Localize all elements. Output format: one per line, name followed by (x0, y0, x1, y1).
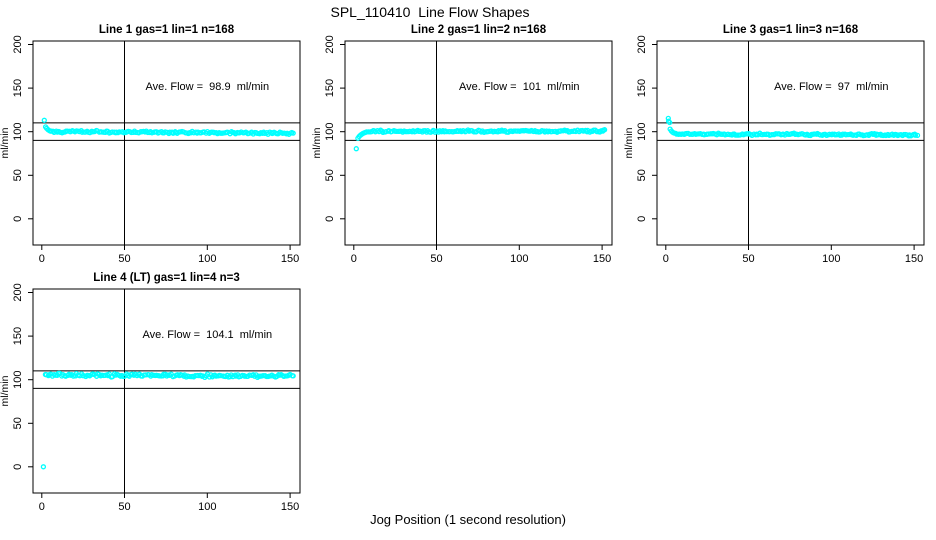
data-point (242, 373, 248, 379)
scatter-points (40, 370, 296, 470)
data-point (811, 131, 818, 137)
y-tick-label: 0 (324, 216, 336, 222)
chart-panel-line-1: 0 50 100 150 0 50 100 150 200 ml/min Line 1 gas=1 … (0, 24, 301, 265)
panel-title: Line 2 gas=1 lin=2 n=168 (411, 24, 547, 36)
y-tick-label: 50 (12, 169, 24, 181)
plot-border (32, 40, 301, 246)
x-tick-label: 100 (510, 253, 528, 265)
ave-flow-annotation: Ave. Flow = 104.1 ml/min (142, 329, 272, 341)
y-tick-label: 200 (12, 283, 24, 301)
y-tick-label: 100 (12, 371, 24, 389)
scatter-points (665, 115, 921, 139)
y-tick-label: 150 (12, 79, 24, 97)
data-point (447, 128, 453, 135)
data-point (41, 117, 47, 123)
ave-flow-annotation: Ave. Flow = 101 ml/min (459, 81, 580, 93)
x-tick-label: 100 (198, 253, 216, 265)
chart-panel-line-4: 0 50 100 150 0 50 100 150 200 ml/min Line 4 (LT) g… (0, 272, 301, 513)
plot-border (656, 40, 925, 246)
data-point (600, 128, 606, 134)
data-point (850, 132, 856, 138)
data-point (146, 129, 153, 136)
y-tick-label: 100 (12, 123, 24, 141)
plot-border (32, 288, 301, 494)
y-tick-label: 200 (636, 35, 648, 53)
x-tick-label: 50 (118, 253, 130, 265)
x-axis-overall-label: Jog Position (1 second resolution) (370, 512, 566, 527)
data-point (722, 132, 728, 138)
y-axis-label: ml/min (624, 127, 635, 158)
chart-panel-line-2: 0 50 100 150 0 50 100 150 200 ml/min Line 2 gas=1 … (312, 24, 613, 265)
y-tick-label: 150 (636, 79, 648, 97)
y-tick-label: 100 (324, 123, 336, 141)
y-axis-label: ml/min (0, 127, 11, 158)
x-tick-label: 50 (118, 501, 130, 513)
scatter-points (41, 117, 296, 137)
data-point (116, 129, 122, 135)
data-point (875, 132, 882, 138)
data-point (687, 131, 693, 137)
y-tick-label: 150 (324, 79, 336, 97)
chart-panel-line-3: 0 50 100 150 0 50 100 150 200 ml/min Line 3 gas=1 … (624, 24, 925, 265)
data-point (40, 464, 47, 470)
y-tick-label: 150 (12, 327, 24, 345)
data-point (912, 132, 919, 138)
x-tick-label: 150 (593, 253, 611, 265)
page-title: SPL_110410 Line Flow Shapes (330, 4, 530, 20)
x-tick-label: 100 (198, 501, 216, 513)
data-point (914, 132, 921, 139)
y-tick-label: 200 (12, 35, 24, 53)
y-tick-label: 200 (324, 35, 336, 53)
y-tick-label: 50 (324, 169, 336, 181)
data-point (70, 373, 77, 379)
ave-flow-annotation: Ave. Flow = 98.9 ml/min (145, 81, 269, 93)
y-tick-label: 0 (12, 216, 24, 222)
data-point (290, 130, 296, 136)
data-point (290, 373, 296, 379)
data-point (383, 128, 389, 135)
y-axis-label: ml/min (312, 127, 323, 158)
data-point (840, 131, 846, 137)
x-tick-label: 0 (39, 501, 45, 513)
y-tick-label: 100 (636, 123, 648, 141)
x-tick-label: 0 (39, 253, 45, 265)
plot-border (344, 40, 613, 246)
y-tick-label: 50 (12, 417, 24, 429)
data-point (444, 128, 450, 135)
data-point (143, 372, 149, 378)
data-point (353, 146, 359, 152)
scatter-points (353, 127, 608, 152)
x-tick-label: 50 (430, 253, 442, 265)
x-tick-label: 0 (351, 253, 357, 265)
y-tick-label: 50 (636, 169, 648, 181)
panel-title: Line 4 (LT) gas=1 lin=4 n=3 (93, 272, 239, 284)
data-point (701, 132, 707, 138)
panel-title: Line 3 gas=1 lin=3 n=168 (723, 24, 859, 36)
data-point (79, 129, 85, 135)
y-tick-label: 0 (636, 216, 648, 222)
x-tick-label: 150 (281, 501, 299, 513)
x-tick-label: 50 (742, 253, 754, 265)
x-tick-label: 100 (822, 253, 840, 265)
ave-flow-annotation: Ave. Flow = 97 ml/min (774, 81, 888, 93)
x-tick-label: 0 (663, 253, 669, 265)
data-point (667, 119, 673, 126)
x-tick-label: 150 (281, 253, 299, 265)
x-tick-label: 150 (905, 253, 923, 265)
y-axis-label: ml/min (0, 375, 11, 406)
data-point (64, 128, 71, 134)
panel-title: Line 1 gas=1 lin=1 n=168 (99, 24, 235, 36)
y-tick-label: 0 (12, 464, 24, 470)
